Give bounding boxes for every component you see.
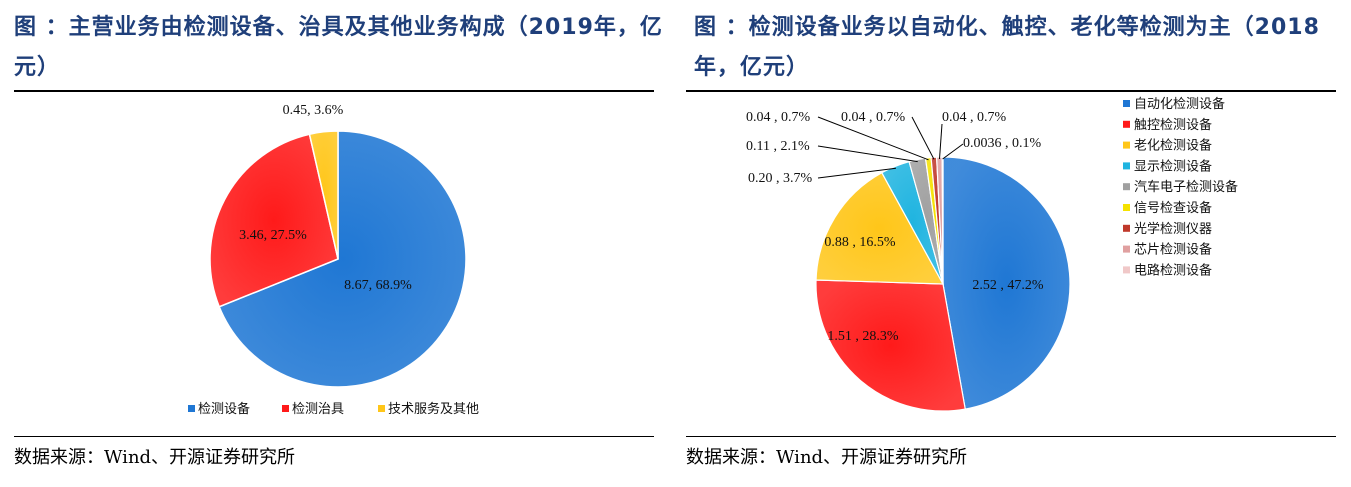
right-leader-line-3 (817, 167, 896, 179)
right-source-note: 数据来源：Wind、开源证券研究所 (686, 447, 968, 468)
left-slice-0 (218, 130, 467, 388)
right-title-rule (686, 90, 1336, 92)
right-slice-label-1: 1.51 , 28.3% (827, 329, 899, 344)
left-chart-title: 图 ：主营业务由检测设备、治具及其他业务构成（2019年，亿元） (14, 15, 663, 80)
right-slice-label-8: 0.0036 , 0.1% (963, 136, 1042, 151)
right-legend-swatch-6 (1123, 224, 1130, 232)
right-legend-swatch-2 (1123, 141, 1130, 149)
right-source-rule (686, 436, 1336, 437)
right-legend-label-2: 老化检测设备 (1134, 138, 1212, 153)
right-slice-label-6: 0.04 , 0.7% (841, 110, 906, 125)
right-legend-label-1: 触控检测设备 (1134, 117, 1212, 132)
left-legend-label-2: 技术服务及其他 (388, 401, 479, 416)
right-legend-swatch-0 (1123, 100, 1130, 107)
right-leader-line-5 (817, 116, 929, 161)
left-legend-swatch-2 (378, 405, 385, 412)
right-legend-swatch-5 (1123, 204, 1130, 211)
right-chart-title: 图 ：检测设备业务以自动化、触控、老化等检测为主（2018年，亿元） (694, 15, 1320, 80)
right-slice-label-4: 0.11 , 2.1% (746, 139, 810, 154)
left-slice-label-1: 3.46, 27.5% (239, 228, 307, 243)
right-slice-label-5: 0.04 , 0.7% (746, 110, 811, 125)
left-title-rule (14, 90, 654, 92)
right-legend-label-7: 芯片检测设备 (1134, 242, 1212, 257)
right-slice-label-7: 0.04 , 0.7% (942, 110, 1007, 125)
left-legend-label-0: 检测设备 (198, 401, 250, 416)
right-legend-label-3: 显示检测设备 (1134, 158, 1212, 173)
right-leader-line-4 (817, 145, 918, 163)
right-legend-swatch-7 (1123, 245, 1130, 253)
right-slice-1 (815, 279, 966, 412)
right-slice-label-0: 2.52 , 47.2% (972, 278, 1044, 293)
right-slice-label-3: 0.20 , 3.7% (748, 171, 813, 186)
left-slice-label-2: 0.45, 3.6% (283, 103, 344, 118)
right-legend-swatch-4 (1123, 183, 1130, 191)
right-slice-label-2: 0.88 , 16.5% (824, 235, 896, 250)
right-slice-8 (941, 156, 944, 285)
right-leader-line-6 (911, 116, 935, 160)
left-chart-panel: 图 ：主营业务由检测设备、治具及其他业务构成（2019年，亿元） 8.67, 6… (0, 0, 662, 487)
right-legend-label-4: 汽车电子检测设备 (1134, 179, 1238, 194)
left-slice-1 (209, 133, 339, 308)
right-slice-0 (942, 156, 1071, 410)
right-legend-label-6: 光学检测仪器 (1134, 221, 1212, 236)
right-leader-line-8 (942, 143, 964, 160)
left-slice-2 (308, 130, 339, 260)
right-leader-line-7 (939, 123, 943, 160)
left-pie-chart: 8.67, 68.9% 3.46, 27.5% 0.45, 3.6% 检测设备 检测治具… (188, 103, 479, 416)
left-source-rule (14, 436, 654, 437)
left-source-note: 数据来源：Wind、开源证券研究所 (14, 447, 296, 468)
left-legend-swatch-1 (282, 405, 289, 412)
right-chart-panel: 图 ：检测设备业务以自动化、触控、老化等检测为主（2018年，亿元） 2.52 … (680, 0, 1351, 487)
right-legend-label-5: 信号检查设备 (1134, 200, 1212, 215)
right-legend-swatch-8 (1123, 266, 1130, 274)
right-slice-2 (815, 171, 945, 285)
right-legend-label-8: 电路检测设备 (1134, 262, 1212, 277)
left-slice-label-0: 8.67, 68.9% (344, 278, 412, 293)
right-legend-label-0: 自动化检测设备 (1134, 96, 1225, 111)
right-pie-chart: 2.52 , 47.2% 1.51 , 28.3% 0.88 , 16.5% 0.20… (746, 96, 1238, 412)
left-legend-label-1: 检测治具 (292, 401, 344, 416)
right-legend-swatch-3 (1123, 162, 1130, 170)
left-legend-swatch-0 (188, 405, 195, 412)
right-legend-swatch-1 (1123, 120, 1130, 128)
